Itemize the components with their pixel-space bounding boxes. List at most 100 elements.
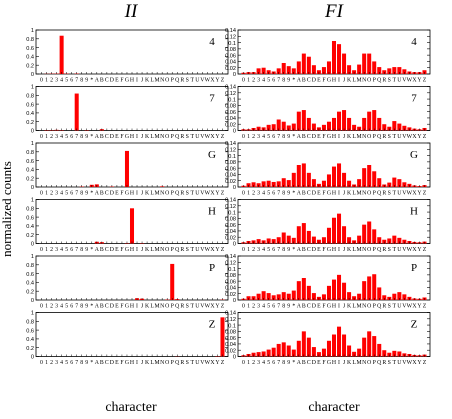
- x-tick-label: O: [165, 360, 169, 366]
- x-tick-label: T: [191, 191, 195, 197]
- x-tick-label: 3: [257, 304, 260, 310]
- panel-label: 4: [209, 36, 215, 48]
- x-tick-label: M: [357, 247, 362, 253]
- x-tick-label: 8: [282, 304, 285, 310]
- x-tick-label: L: [150, 304, 154, 310]
- bar-J: [342, 282, 347, 300]
- x-tick-label: E: [317, 134, 321, 140]
- x-tick-label: 7: [75, 247, 78, 253]
- bar-3: [256, 352, 261, 357]
- x-tick-label: 0: [40, 360, 43, 366]
- x-tick-label: A: [297, 134, 302, 140]
- bar-H: [331, 334, 337, 357]
- x-tick-label: H: [332, 304, 337, 310]
- bar-4: [59, 35, 64, 74]
- x-tick-label: 1: [45, 78, 48, 84]
- bar-G: [124, 150, 129, 187]
- x-tick-label: Y: [215, 304, 220, 310]
- x-tick-label: 2: [252, 191, 255, 197]
- x-tick-label: A: [297, 247, 302, 253]
- y-tick-label: 0.2: [26, 176, 34, 182]
- x-tick-label: E: [115, 191, 119, 197]
- x-tick-label: S: [186, 134, 189, 140]
- x-tick-label: L: [150, 78, 154, 84]
- bar-9: [286, 66, 291, 74]
- x-tick-label: A: [95, 304, 100, 310]
- bar-I: [337, 213, 342, 244]
- bar-S: [387, 238, 392, 244]
- y-tick-label: 0.1: [228, 210, 236, 216]
- bar-8: [281, 121, 286, 131]
- x-tick-label: K: [145, 360, 150, 366]
- x-tick-label: X: [210, 134, 215, 140]
- x-tick-label: 0: [242, 247, 245, 253]
- x-tick-label: 7: [277, 134, 280, 140]
- x-tick-label: 0: [40, 247, 43, 253]
- x-tick-label: 0: [242, 304, 245, 310]
- x-tick-label: P: [171, 304, 174, 310]
- x-tick-label: *: [90, 78, 93, 84]
- x-tick-label: 0: [242, 360, 245, 366]
- bar-6: [271, 181, 276, 187]
- y-tick-label: 0.14: [225, 141, 236, 147]
- bar-P: [170, 263, 175, 300]
- x-tick-label: I: [136, 134, 138, 140]
- x-tick-label: C: [105, 78, 109, 84]
- bar-7: [276, 181, 281, 187]
- x-tick-label: P: [171, 134, 174, 140]
- x-tick-label: A: [297, 191, 302, 197]
- x-tick-label: S: [186, 78, 189, 84]
- x-tick-label: C: [105, 247, 109, 253]
- bar-M: [357, 235, 362, 244]
- bar-2: [251, 182, 256, 187]
- x-tick-label: O: [367, 247, 371, 253]
- bar-S: [387, 182, 392, 187]
- y-tick-label: 0.04: [225, 229, 236, 235]
- x-tick-label: H: [332, 78, 337, 84]
- x-tick-label: X: [412, 360, 417, 366]
- bar-J: [342, 110, 347, 131]
- bar-K: [347, 292, 352, 300]
- x-tick-label: P: [171, 78, 174, 84]
- x-tick-label: C: [105, 360, 109, 366]
- x-tick-label: S: [388, 304, 391, 310]
- x-tick-label: 1: [45, 134, 48, 140]
- bar-B: [301, 331, 306, 357]
- bar-O: [367, 165, 372, 187]
- x-tick-label: G: [125, 360, 129, 366]
- bar-U: [397, 351, 402, 357]
- x-tick-label: S: [388, 360, 391, 366]
- y-tick-label: 0.02: [225, 179, 236, 185]
- x-tick-label: N: [362, 78, 367, 84]
- x-tick-label: G: [125, 247, 129, 253]
- x-tick-label: K: [347, 134, 352, 140]
- x-tick-label: 4: [262, 78, 265, 84]
- bar-4: [261, 351, 266, 357]
- y-tick-label: 0.4: [26, 224, 34, 230]
- x-tick-label: W: [205, 191, 211, 197]
- bar-T: [392, 67, 397, 74]
- y-tick-label: 0.08: [225, 104, 236, 110]
- x-tick-label: F: [322, 134, 326, 140]
- x-tick-label: T: [393, 134, 397, 140]
- x-tick-label: D: [312, 191, 316, 197]
- y-tick-label: 0.6: [26, 46, 34, 52]
- x-tick-label: L: [352, 304, 356, 310]
- x-tick-label: Y: [417, 360, 422, 366]
- bar-N: [362, 281, 367, 300]
- x-tick-label: G: [327, 304, 331, 310]
- x-tick-label: 3: [55, 134, 58, 140]
- bar-D: [311, 65, 316, 74]
- panel-label: P: [209, 262, 215, 274]
- y-tick-label: 0.04: [225, 173, 236, 179]
- x-tick-label: X: [412, 134, 417, 140]
- x-tick-label: Y: [215, 78, 220, 84]
- x-tick-label: K: [145, 191, 150, 197]
- x-tick-label: I: [136, 360, 138, 366]
- x-tick-label: *: [292, 134, 295, 140]
- x-tick-label: 0: [40, 134, 43, 140]
- x-tick-label: P: [373, 78, 376, 84]
- x-tick-label: R: [180, 247, 184, 253]
- x-tick-label: Z: [423, 191, 427, 197]
- x-tick-label: 7: [277, 360, 280, 366]
